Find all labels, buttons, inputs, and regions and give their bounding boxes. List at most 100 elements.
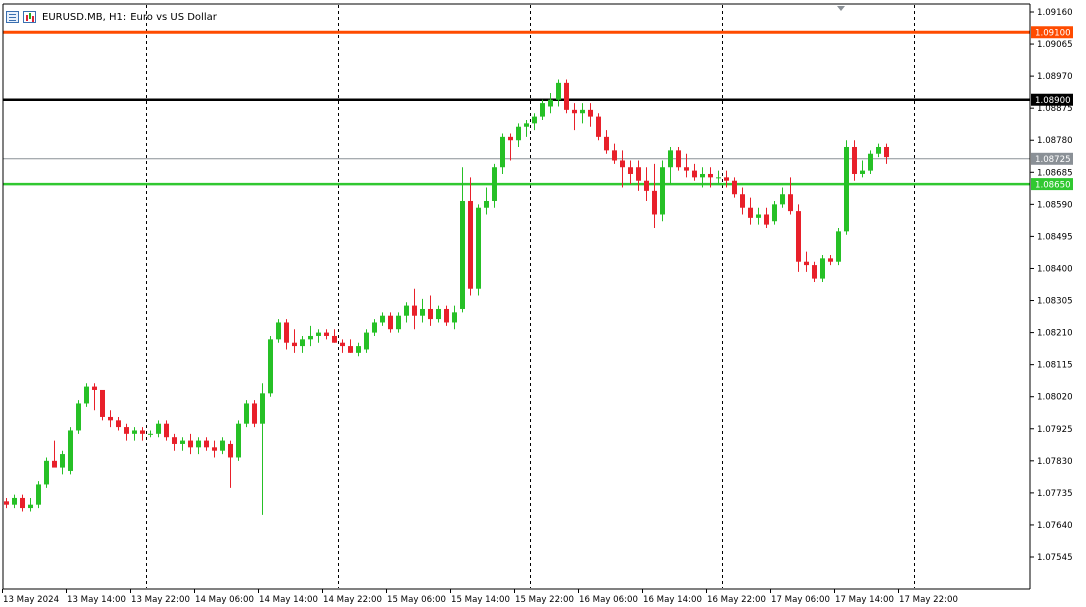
candle-body-99[interactable] [796, 211, 801, 262]
candle-body-88[interactable] [708, 173, 713, 178]
candle-body-63[interactable] [508, 136, 513, 141]
candle-body-61[interactable] [492, 167, 497, 201]
candle-body-105[interactable] [844, 146, 849, 232]
candle-body-87[interactable] [700, 173, 705, 178]
candle-body-52[interactable] [420, 308, 425, 316]
candle-body-100[interactable] [804, 261, 809, 266]
candle-body-54[interactable] [436, 308, 441, 320]
candle-body-10[interactable] [84, 386, 89, 404]
candle-body-109[interactable] [876, 146, 881, 154]
candle-body-20[interactable] [164, 423, 169, 438]
chart-menu-icon[interactable] [6, 11, 19, 23]
candle-body-101[interactable] [812, 265, 817, 279]
candle-body-73[interactable] [588, 109, 593, 117]
candle-body-1[interactable] [12, 497, 17, 505]
candle-body-62[interactable] [500, 136, 505, 168]
candle-body-29[interactable] [236, 423, 241, 458]
candle-body-98[interactable] [788, 194, 793, 212]
candle-body-75[interactable] [604, 136, 609, 151]
candle-body-22[interactable] [180, 440, 185, 444]
candle-body-8[interactable] [68, 430, 73, 471]
candle-body-27[interactable] [220, 440, 225, 451]
candle-body-60[interactable] [484, 200, 489, 208]
candle-body-28[interactable] [228, 443, 233, 458]
candle-body-2[interactable] [20, 497, 25, 509]
candle-body-66[interactable] [532, 116, 537, 124]
candle-body-44[interactable] [356, 346, 361, 353]
candle-body-40[interactable] [324, 332, 329, 336]
candle-body-7[interactable] [60, 454, 65, 468]
candle-body-12[interactable] [100, 389, 105, 417]
candle-body-102[interactable] [820, 258, 825, 279]
candle-body-94[interactable] [756, 214, 761, 218]
candle-body-95[interactable] [764, 214, 769, 225]
candle-body-69[interactable] [556, 82, 561, 100]
candle-body-3[interactable] [28, 504, 33, 509]
candle-body-103[interactable] [828, 258, 833, 262]
candle-body-108[interactable] [868, 153, 873, 171]
candle-body-80[interactable] [644, 180, 649, 191]
candle-body-19[interactable] [156, 423, 161, 434]
candle-body-34[interactable] [276, 322, 281, 340]
candle-body-18[interactable] [148, 433, 153, 435]
candle-body-50[interactable] [404, 305, 409, 316]
candle-body-86[interactable] [692, 170, 697, 178]
candle-body-4[interactable] [36, 484, 41, 505]
candle-body-92[interactable] [740, 194, 745, 208]
candle-body-51[interactable] [412, 305, 417, 316]
candle-body-6[interactable] [52, 460, 57, 468]
candle-body-65[interactable] [524, 123, 529, 127]
candle-body-30[interactable] [244, 403, 249, 424]
candle-body-93[interactable] [748, 207, 753, 218]
candle-body-57[interactable] [460, 200, 465, 309]
candle-body-107[interactable] [860, 170, 865, 174]
candle-body-25[interactable] [204, 440, 209, 448]
candle-body-9[interactable] [76, 403, 81, 431]
candle-body-38[interactable] [308, 335, 313, 340]
candle-body-78[interactable] [628, 167, 633, 174]
candle-body-0[interactable] [4, 501, 9, 505]
candle-body-47[interactable] [380, 315, 385, 323]
candle-body-64[interactable] [516, 126, 521, 141]
candle-body-82[interactable] [660, 167, 665, 215]
candle-body-42[interactable] [340, 342, 345, 347]
candle-body-85[interactable] [684, 167, 689, 171]
candle-body-31[interactable] [252, 403, 257, 424]
candle-body-81[interactable] [652, 190, 657, 215]
candle-body-15[interactable] [124, 427, 129, 434]
candle-body-13[interactable] [108, 416, 113, 421]
candle-body-14[interactable] [116, 420, 121, 428]
candle-body-90[interactable] [724, 177, 729, 181]
chart-type-icon[interactable] [23, 11, 36, 23]
candle-body-17[interactable] [140, 430, 145, 434]
candle-body-48[interactable] [388, 315, 393, 330]
candle-body-70[interactable] [564, 82, 569, 110]
candle-body-11[interactable] [92, 386, 97, 390]
candle-body-91[interactable] [732, 180, 737, 195]
candle-body-36[interactable] [292, 342, 297, 347]
candle-body-83[interactable] [668, 150, 673, 168]
candle-body-43[interactable] [348, 346, 353, 353]
candle-body-79[interactable] [636, 167, 641, 181]
candle-body-16[interactable] [132, 430, 137, 434]
candle-body-106[interactable] [852, 146, 857, 174]
candle-body-89[interactable] [716, 177, 721, 179]
candle-body-49[interactable] [396, 315, 401, 330]
candle-body-71[interactable] [572, 109, 577, 114]
candle-body-32[interactable] [260, 393, 265, 424]
candle-body-45[interactable] [364, 332, 369, 350]
candle-body-59[interactable] [476, 207, 481, 289]
candle-body-26[interactable] [212, 447, 217, 451]
candle-body-53[interactable] [428, 308, 433, 320]
candle-body-58[interactable] [468, 200, 473, 289]
candle-body-72[interactable] [580, 109, 585, 114]
candle-body-76[interactable] [612, 150, 617, 161]
candle-body-41[interactable] [332, 335, 337, 343]
candle-body-104[interactable] [836, 231, 841, 262]
candle-body-23[interactable] [188, 440, 193, 448]
candle-body-97[interactable] [780, 194, 785, 205]
candle-body-5[interactable] [44, 460, 49, 485]
candle-body-84[interactable] [676, 150, 681, 168]
candle-body-46[interactable] [372, 322, 377, 333]
